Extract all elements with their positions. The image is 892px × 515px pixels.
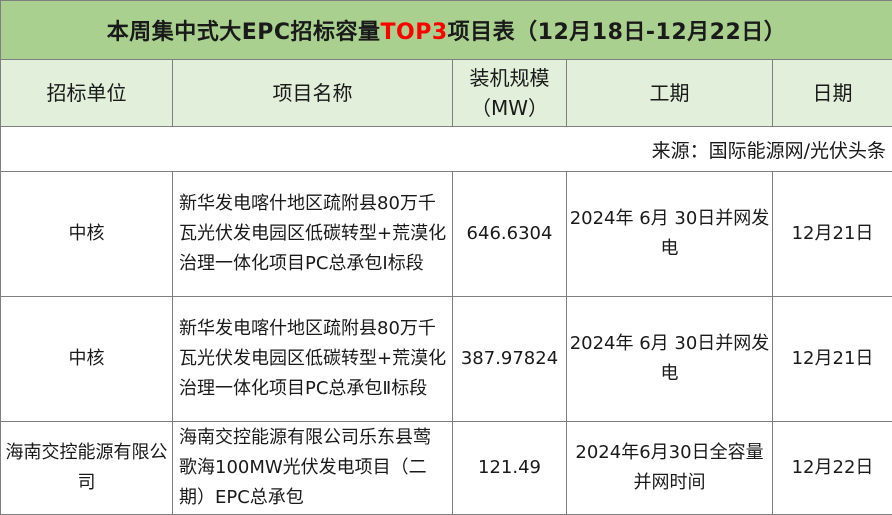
row-capacity: 121.49: [453, 422, 567, 515]
row-date: 12月21日: [773, 297, 892, 422]
row-project: 新华发电喀什地区疏附县80万千瓦光伏发电园区低碳转型+荒漠化治理一体化项目PC总…: [173, 297, 453, 422]
row-unit: 中核: [1, 297, 173, 422]
title-highlight: TOP3: [381, 20, 448, 45]
row-date: 12月21日: [773, 172, 892, 297]
row-unit: 中核: [1, 172, 173, 297]
header-project: 项目名称: [173, 60, 453, 127]
table-row: 中核 新华发电喀什地区疏附县80万千瓦光伏发电园区低碳转型+荒漠化治理一体化项目…: [1, 297, 892, 422]
header-unit: 招标单位: [1, 60, 173, 127]
row-project: 海南交控能源有限公司乐东县莺歌海100MW光伏发电项目（二期）EPC总承包: [173, 422, 453, 515]
table-row: 海南交控能源有限公司 海南交控能源有限公司乐东县莺歌海100MW光伏发电项目（二…: [1, 422, 892, 515]
source-note: 来源：国际能源网/光伏头条: [1, 127, 892, 172]
title-suffix: 项目表（12月18日-12月22日）: [448, 20, 787, 45]
header-date: 日期: [773, 60, 892, 127]
row-period: 2024年6月30日全容量并网时间: [567, 422, 773, 515]
table-row: 中核 新华发电喀什地区疏附县80万千瓦光伏发电园区低碳转型+荒漠化治理一体化项目…: [1, 172, 892, 297]
row-unit: 海南交控能源有限公司: [1, 422, 173, 515]
row-project: 新华发电喀什地区疏附县80万千瓦光伏发电园区低碳转型+荒漠化治理一体化项目PC总…: [173, 172, 453, 297]
header-row: 招标单位 项目名称 装机规模（MW） 工期 日期: [1, 60, 892, 127]
row-period: 2024年 6月 30日并网发电: [567, 297, 773, 422]
row-capacity: 646.6304: [453, 172, 567, 297]
title-prefix: 本周集中式大EPC招标容量: [107, 20, 381, 45]
header-period: 工期: [567, 60, 773, 127]
row-capacity: 387.97824: [453, 297, 567, 422]
row-period: 2024年 6月 30日并网发电: [567, 172, 773, 297]
table-title: 本周集中式大EPC招标容量TOP3项目表（12月18日-12月22日）: [1, 1, 892, 60]
row-date: 12月22日: [773, 422, 892, 515]
header-capacity: 装机规模（MW）: [453, 60, 567, 127]
